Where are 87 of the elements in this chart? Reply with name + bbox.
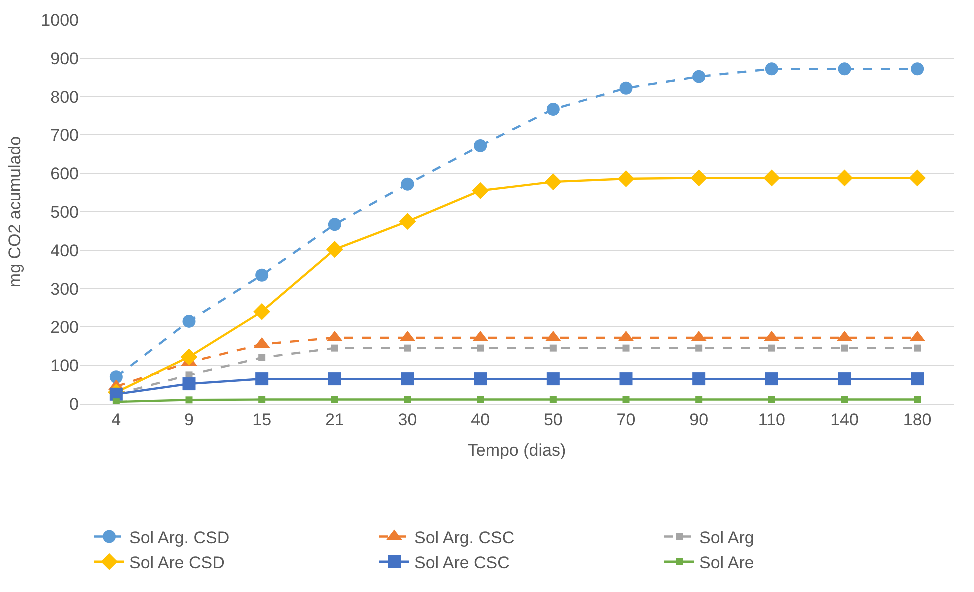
point — [696, 396, 703, 404]
point — [836, 170, 854, 187]
point — [622, 396, 630, 404]
y-tick-label: 0 — [70, 394, 79, 414]
point — [254, 303, 271, 320]
point — [544, 174, 562, 190]
x-tick-label: 40 — [471, 410, 490, 430]
x-tick-label: 140 — [830, 410, 859, 430]
point — [841, 344, 848, 352]
point — [182, 314, 196, 328]
legend-label: Sol Are CSC — [414, 553, 510, 572]
point — [404, 396, 412, 404]
point — [110, 370, 123, 384]
point — [768, 344, 776, 352]
point — [477, 344, 484, 352]
point — [328, 372, 342, 386]
point — [258, 396, 266, 404]
point — [620, 82, 633, 95]
point — [618, 170, 635, 188]
point — [180, 348, 198, 366]
point — [911, 62, 924, 76]
point — [765, 372, 778, 386]
point — [186, 396, 193, 404]
point — [401, 178, 414, 191]
point — [256, 268, 269, 282]
y-tick-label: 100 — [50, 356, 79, 376]
x-tick-label: 110 — [758, 410, 786, 430]
point — [331, 344, 338, 352]
legend-label: Sol Arg. CSD — [130, 528, 230, 548]
y-tick-label: 200 — [50, 318, 79, 338]
point — [914, 396, 922, 404]
point — [838, 62, 852, 76]
x-tick-label: 30 — [398, 410, 418, 430]
point — [472, 182, 490, 200]
legend-label: Sol Arg — [700, 528, 754, 548]
point — [550, 344, 557, 352]
point — [399, 213, 416, 230]
point — [182, 378, 196, 391]
y-tick-label: 800 — [50, 88, 79, 107]
point — [622, 344, 630, 352]
point — [914, 344, 922, 352]
point — [692, 372, 706, 386]
point — [546, 102, 560, 116]
point — [474, 372, 488, 386]
point — [401, 372, 414, 386]
point — [258, 354, 266, 362]
point — [546, 372, 560, 386]
x-tick-label: 180 — [903, 410, 932, 430]
point — [696, 344, 703, 352]
x-tick-label: 90 — [690, 410, 709, 430]
point — [550, 396, 557, 404]
point — [690, 170, 708, 187]
point — [331, 396, 338, 404]
point — [692, 70, 706, 84]
point — [112, 398, 120, 404]
point — [838, 372, 852, 386]
point — [326, 241, 344, 258]
point — [404, 344, 412, 352]
point — [256, 372, 269, 386]
y-tick-label: 700 — [50, 126, 79, 146]
point — [477, 396, 484, 404]
x-tick-label: 50 — [544, 410, 563, 430]
point — [328, 218, 342, 232]
legend-label: Sol Are — [700, 553, 754, 572]
y-tick-label: 1000 — [41, 10, 79, 30]
point — [909, 170, 926, 187]
x-axis-title: Tempo (dias) — [468, 440, 566, 460]
point — [768, 396, 776, 404]
point — [620, 372, 633, 386]
y-tick-label: 600 — [50, 164, 79, 184]
y-tick-label: 300 — [50, 280, 79, 299]
legend-label: Sol Are CSD — [130, 553, 225, 572]
x-tick-label: 4 — [112, 410, 122, 430]
y-tick-label: 500 — [50, 202, 79, 222]
point — [911, 372, 924, 386]
y-tick-label: 400 — [50, 241, 79, 260]
point — [474, 139, 488, 152]
y-tick-label: 900 — [50, 49, 79, 68]
y-axis-title: mg CO2 acumulado — [6, 136, 25, 288]
point — [765, 62, 778, 76]
point — [763, 170, 780, 187]
legend-label: Sol Arg. CSC — [414, 528, 515, 548]
x-tick-label: 21 — [325, 410, 344, 430]
x-tick-label: 15 — [252, 410, 272, 430]
x-tick-label: 70 — [616, 410, 636, 430]
point — [841, 396, 848, 404]
x-tick-label: 9 — [184, 410, 194, 430]
